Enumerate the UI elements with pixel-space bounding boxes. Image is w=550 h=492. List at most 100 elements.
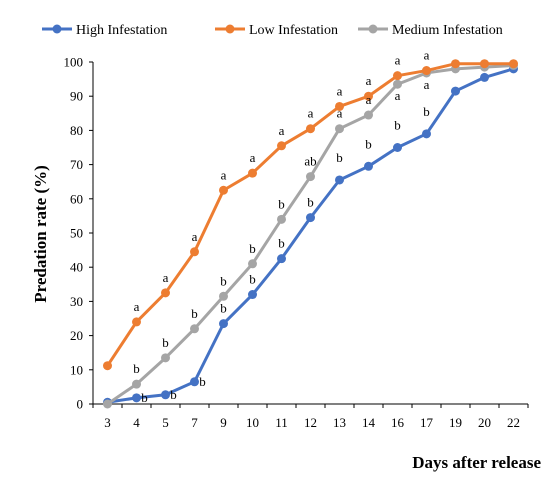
axes: 0 10 20 30 40 50 60 70 80 90 100 3 4 5 7 9 10 11 12 13 14 16 1… [64,55,529,430]
data-point-low-infestation [393,71,402,81]
x-tick-label: 13 [333,415,346,430]
y-tick-label: 40 [70,260,83,275]
significance-letter: a [395,53,401,68]
x-tick-label: 17 [420,415,434,430]
data-point-high-infestation [480,72,489,82]
y-tick-label: 70 [70,157,83,172]
y-tick-label: 20 [70,328,83,343]
x-tick-label: 9 [220,415,227,430]
legend-label: High Infestation [76,23,167,38]
significance-letter: b [394,118,401,133]
x-tick-label: 10 [246,415,259,430]
data-point-medium-infestation [306,172,315,182]
data-point-low-infestation [335,101,344,111]
x-tick-label: 22 [507,415,520,430]
significance-letter: a [308,106,314,121]
significance-letter: a [279,123,285,138]
significance-letter: b [365,136,372,151]
y-tick-label: 30 [70,294,83,309]
significance-letter: a [221,167,227,182]
data-point-low-infestation [306,124,315,134]
data-point-high-infestation [393,143,402,152]
x-axis-title: Days after release [412,453,541,472]
x-tick-label: 19 [449,415,462,430]
x-tick-label: 5 [162,415,169,430]
y-tick-label: 100 [64,55,84,70]
significance-letter: b [191,306,198,321]
significance-letter: b [162,335,169,350]
data-point-medium-infestation [161,353,170,363]
significance-letter: b [278,236,285,251]
data-point-medium-infestation [393,79,402,89]
data-point-low-infestation [451,59,460,69]
significance-letter: b [423,104,430,119]
legend-label: Medium Infestation [392,23,503,38]
significance-letter: a [337,83,343,98]
significance-letter: a [424,77,430,92]
significance-letter: ab [304,154,316,169]
x-tick-label: 11 [275,415,288,430]
legend-item-high-infestation: High Infestation [42,23,167,38]
data-point-high-infestation [451,86,460,96]
x-tick-label: 12 [304,415,317,430]
significance-letter: b [249,272,256,287]
data-point-medium-infestation [335,124,344,134]
legend-item-low-infestation: Low Infestation [215,23,338,38]
x-tick-label: 16 [391,415,405,430]
data-point-low-infestation [190,247,199,257]
data-point-medium-infestation [219,291,228,301]
data-point-low-infestation [103,361,112,371]
significance-letter: a [337,106,343,121]
data-point-low-infestation [509,59,518,69]
data-point-high-infestation [335,175,344,185]
legend-label: Low Infestation [249,23,338,38]
significance-letter: b [199,374,206,389]
data-point-medium-infestation [103,399,112,409]
data-point-low-infestation [248,168,257,178]
legend: High Infestation Low Infestation Medium In… [42,23,503,38]
y-tick-label: 80 [70,123,83,138]
significance-letter: b [141,390,148,405]
data-point-low-infestation [132,317,141,327]
legend-swatch-marker [225,24,235,34]
significance-letter: a [250,150,256,165]
legend-swatch-marker [52,24,62,34]
data-point-medium-infestation [190,324,199,334]
data-point-medium-infestation [248,259,257,269]
significance-letter: a [424,48,430,63]
y-tick-label: 60 [70,191,83,206]
legend-item-medium-infestation: Medium Infestation [358,23,503,38]
data-point-low-infestation [219,185,228,195]
data-point-low-infestation [161,288,170,298]
significance-letter: b [133,361,140,376]
significance-letter: a [163,270,169,285]
series-medium-infestation [103,60,518,409]
significance-letter: b [307,195,314,210]
significance-letter: b [220,301,227,316]
series-low-infestation [103,59,518,371]
significance-letter: a [134,299,140,314]
x-tick-label: 4 [133,415,140,430]
x-tick-label: 3 [104,415,111,430]
data-point-high-infestation [306,213,315,223]
legend-swatch-marker [368,24,378,34]
data-point-high-infestation [219,319,228,329]
data-point-high-infestation [364,161,373,171]
y-tick-label: 50 [70,226,83,241]
x-tick-label: 7 [191,415,198,430]
data-point-low-infestation [480,59,489,69]
data-point-medium-infestation [132,379,141,389]
data-point-low-infestation [422,66,431,76]
significance-letter: b [336,150,343,165]
data-point-low-infestation [364,91,373,101]
y-axis-title: Predation rate (%) [31,165,50,303]
significance-letter: a [366,92,372,107]
significance-letter: a [192,229,198,244]
series-layer [103,59,518,409]
y-tick-label: 10 [70,362,83,377]
data-point-low-infestation [277,141,286,151]
data-point-medium-infestation [364,110,373,120]
data-point-high-infestation [277,254,286,264]
